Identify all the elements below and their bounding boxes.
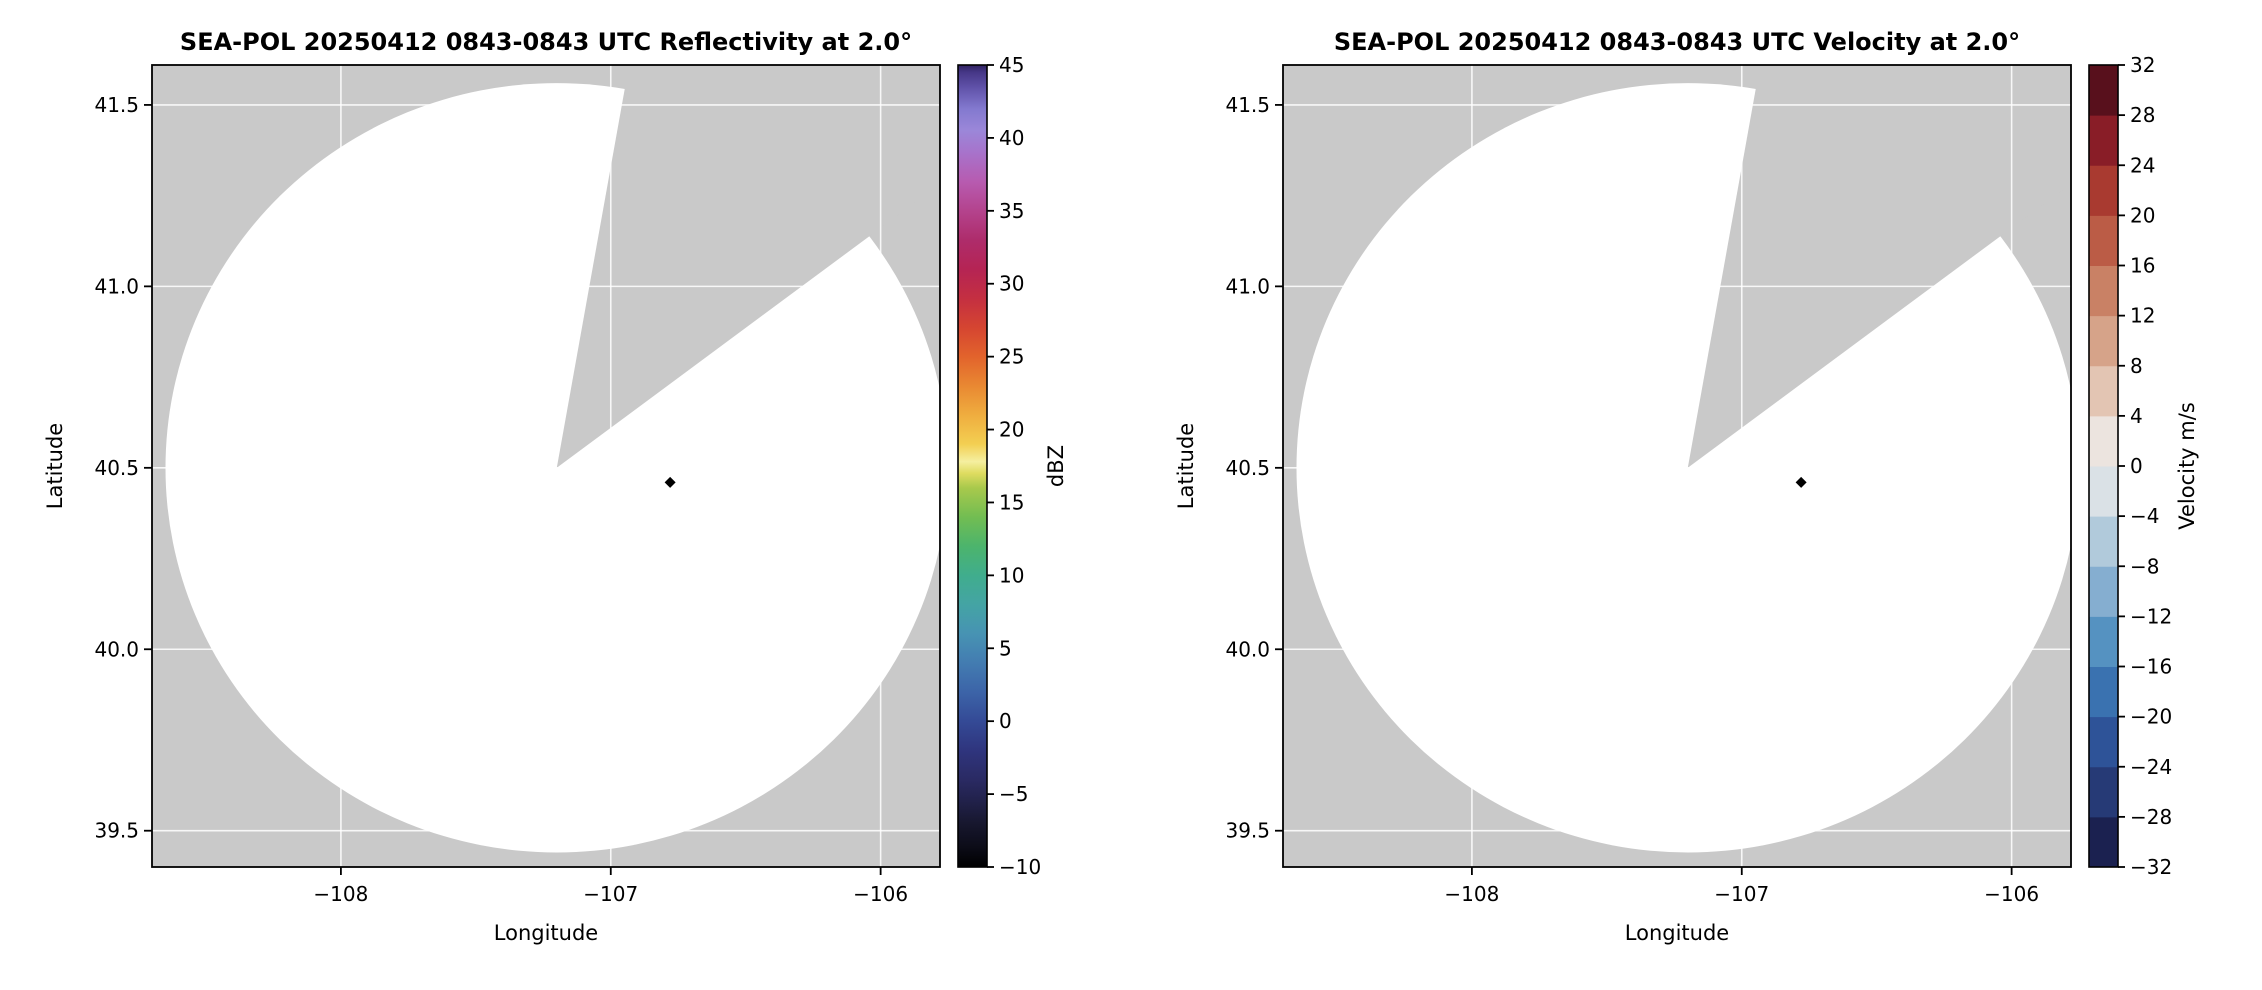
colorbar-frame	[957, 64, 988, 868]
velocity-plot-canvas: −108 −107 −106 39.5 40.0 40.5 41.0 41.5 −32 −28 −2…	[1225, 53, 2172, 906]
colorbar-tick-label: 5	[999, 636, 1012, 660]
colorbar-segment	[2089, 616, 2118, 667]
y-tick-label: 39.5	[94, 819, 139, 843]
colorbar-segment	[2089, 415, 2118, 467]
radar-site-marker	[664, 476, 676, 488]
x-tick-label: −107	[583, 882, 638, 906]
colorbar-tick-label: −8	[2130, 554, 2159, 578]
colorbar-tick-label: 0	[999, 709, 1012, 733]
colorbar-tick-label: −10	[999, 855, 1041, 879]
y-tick-label: 40.5	[1225, 456, 1270, 480]
y-tick-label: 40.0	[94, 637, 139, 661]
reflectivity-plot-canvas: −108 −107 −106 39.5 40.0 40.5 41.0 41.5 −10 −5 0 5 1…	[94, 53, 1041, 906]
colorbar-tick-label: 20	[2130, 203, 2155, 227]
x-tick-label: −108	[313, 882, 368, 906]
colorbar-tick-label: 40	[999, 126, 1024, 150]
x-tick-label: −108	[1444, 882, 1499, 906]
x-tick-label: −106	[1984, 882, 2039, 906]
reflectivity-x-axis-label: Longitude	[493, 921, 599, 945]
y-tick-label: 39.5	[1225, 819, 1270, 843]
colorbar-tick-label: 45	[999, 53, 1024, 77]
colorbar-tick-label: 24	[2130, 153, 2155, 177]
colorbar-tick-label: 10	[999, 563, 1024, 587]
colorbar	[958, 65, 987, 867]
colorbar-segment	[2089, 466, 2118, 517]
colorbar-segment	[2089, 816, 2118, 868]
reflectivity-y-axis-label: Latitude	[43, 422, 67, 510]
y-tick-label: 41.5	[94, 93, 139, 117]
colorbar-segment	[2089, 566, 2118, 617]
blanked-sector-wedge	[556, 65, 940, 468]
velocity-colorbar-label: Velocity m/s	[2175, 402, 2199, 530]
colorbar-tick-label: 28	[2130, 103, 2155, 127]
colorbar-segment	[2089, 516, 2118, 567]
colorbar-tick-label: −20	[2130, 705, 2172, 729]
colorbar-tick-label: 30	[999, 272, 1024, 296]
colorbar-tick-label: −12	[2130, 604, 2172, 628]
colorbar-tick-label: −16	[2130, 655, 2172, 679]
colorbar-tick-label: 32	[2130, 53, 2155, 77]
y-tick-label: 40.5	[94, 456, 139, 480]
blanked-sector-wedge	[1687, 65, 2071, 468]
colorbar-segment	[2089, 165, 2118, 216]
plot-frame	[151, 64, 941, 868]
y-tick-label: 41.0	[1225, 274, 1270, 298]
panel-reflectivity: −108 −107 −106 39.5 40.0 40.5 41.0 41.5 −10 −5 0 5 1…	[43, 28, 1068, 945]
colorbar-segment	[2089, 115, 2118, 166]
y-tick-label: 41.5	[1225, 93, 1270, 117]
colorbar-tick-label: −24	[2130, 755, 2172, 779]
reflectivity-colorbar-label: dBZ	[1044, 444, 1068, 488]
velocity-x-axis-label: Longitude	[1624, 921, 1730, 945]
velocity-y-axis-label: Latitude	[1174, 422, 1198, 510]
colorbar-tick-label: −4	[2130, 504, 2159, 528]
reflectivity-title: SEA-POL 20250412 0843-0843 UTC Reflectiv…	[179, 28, 913, 56]
colorbar-tick-label: 12	[2130, 304, 2155, 328]
colorbar-tick-label: −28	[2130, 805, 2172, 829]
colorbar-tick-label: 8	[2130, 354, 2143, 378]
panel-velocity: −108 −107 −106 39.5 40.0 40.5 41.0 41.5 −32 −28 −2…	[1131, 0, 2262, 990]
colorbar-tick-label: 20	[999, 418, 1024, 442]
colorbar-segment	[2089, 65, 2118, 116]
colorbar-segment	[2089, 766, 2118, 818]
x-tick-label: −106	[853, 882, 908, 906]
colorbar-segment	[2089, 215, 2118, 266]
velocity-scan-field	[1283, 65, 2071, 867]
colorbar-tick-label: −32	[2130, 855, 2172, 879]
velocity-title: SEA-POL 20250412 0843-0843 UTC Velocity …	[1333, 28, 2021, 56]
colorbar-segment	[2089, 265, 2118, 317]
colorbar-segment	[2089, 315, 2118, 367]
colorbar-tick-label: 35	[999, 199, 1024, 223]
reflectivity-scan-field	[152, 65, 940, 867]
y-tick-label: 41.0	[94, 274, 139, 298]
colorbar-segment	[2089, 666, 2118, 718]
x-tick-label: −107	[1714, 882, 1769, 906]
y-tick-label: 40.0	[1225, 637, 1270, 661]
colorbar-tick-label: −5	[999, 782, 1028, 806]
plot-frame	[1282, 64, 2072, 868]
radar-site-marker	[1795, 476, 1807, 488]
colorbar-segment	[2089, 716, 2118, 768]
colorbar-tick-label: 25	[999, 345, 1024, 369]
colorbar-segment	[2089, 365, 2118, 417]
colorbar-tick-label: 4	[2130, 404, 2143, 428]
colorbar-tick-label: 15	[999, 490, 1024, 514]
colorbar-tick-label: 16	[2130, 254, 2155, 278]
colorbar-tick-label: 0	[2130, 454, 2143, 478]
